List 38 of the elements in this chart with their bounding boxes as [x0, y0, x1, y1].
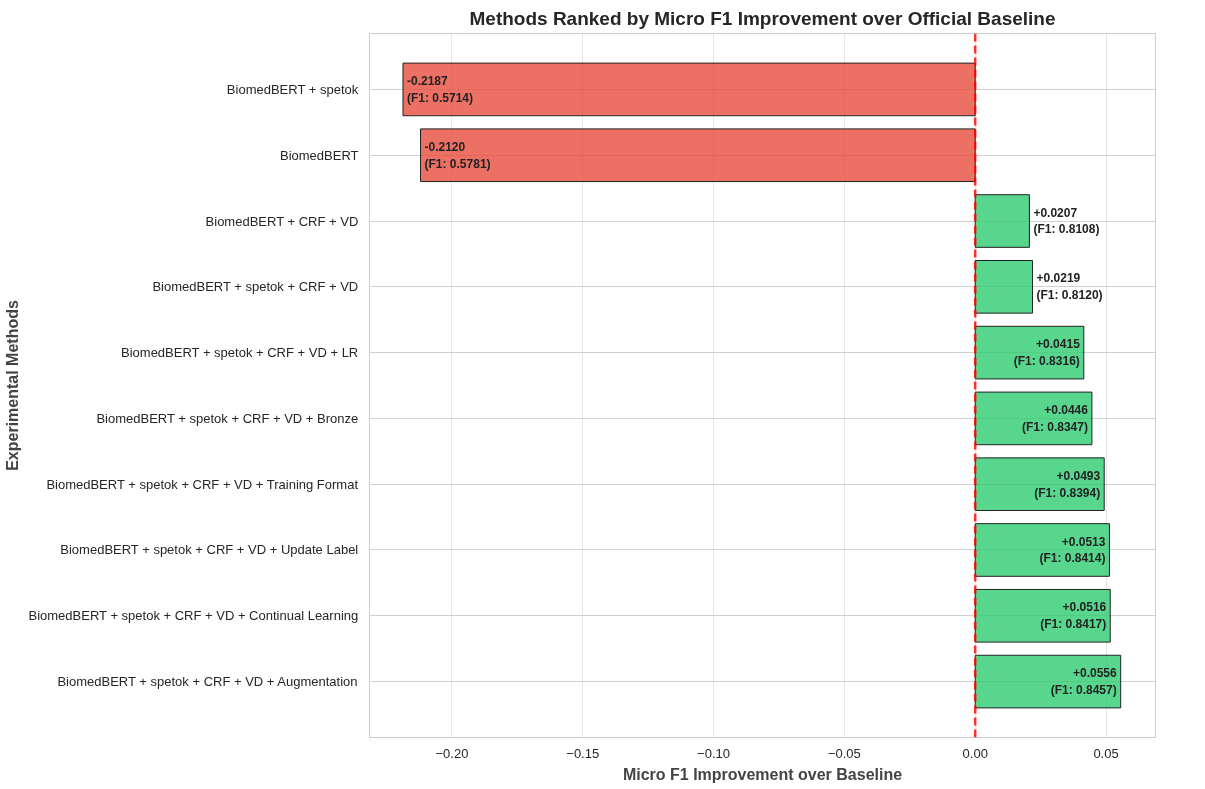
data-label: +0.0207 (F1: 0.8108): [1033, 205, 1100, 237]
bar: [974, 588, 1111, 643]
data-label: +0.0513 (F1: 0.8414): [1039, 534, 1106, 566]
x-tick-label: −0.20: [435, 745, 469, 761]
y-tick-label: BiomedBERT + spetok: [226, 81, 359, 97]
x-tick-label: −0.10: [697, 745, 731, 761]
bar: [974, 194, 1030, 248]
bar: [974, 457, 1105, 512]
y-tick-label: BiomedBERT + spetok + CRF + VD: [152, 279, 359, 295]
y-tick-label: BiomedBERT + spetok + CRF + VD + Update Label: [60, 542, 359, 558]
y-tick-label: BiomedBERT + spetok + CRF + VD + Continual Learning: [28, 608, 359, 624]
x-tick-label: −0.05: [827, 745, 861, 761]
y-tick-label: BiomedBERT + spetok + CRF + VD + Bronze: [96, 410, 359, 426]
bar: [974, 259, 1034, 314]
x-tick-label: 0.00: [962, 745, 988, 761]
bar: [974, 523, 1110, 577]
data-label: +0.0556 (F1: 0.8457): [1050, 666, 1118, 697]
x-tick-label: −0.15: [566, 745, 600, 761]
bar: [974, 654, 1122, 709]
x-axis-title: Micro F1 Improvement over Baseline: [622, 765, 903, 783]
data-label: +0.0415 (F1: 0.8316): [1013, 337, 1081, 368]
data-label: +0.0219 (F1: 0.8120): [1036, 271, 1103, 303]
data-label: +0.0446 (F1: 0.8347): [1021, 403, 1089, 434]
bar: [420, 128, 976, 183]
y-tick-label: BiomedBERT + spetok + CRF + VD + Training Format: [46, 476, 359, 492]
x-tick-label: 0.05: [1093, 745, 1119, 761]
data-label: +0.0493 (F1: 0.8394): [1034, 468, 1101, 500]
y-axis-title: Experimental Methods: [3, 300, 21, 471]
y-tick-label: BiomedBERT + spetok + CRF + VD + Augmentation: [57, 674, 358, 690]
chart-title: Methods Ranked by Micro F1 Improvement over Official Baseline: [469, 7, 1056, 29]
bar: [402, 62, 976, 117]
y-tick-label: BiomedBERT: [279, 147, 359, 163]
bar: [974, 391, 1093, 446]
data-label: +0.0516 (F1: 0.8417): [1040, 600, 1107, 632]
data-label: -0.2187 (F1: 0.5714): [406, 74, 474, 105]
y-tick-label: BiomedBERT + CRF + VD: [205, 213, 359, 229]
data-label: -0.2120 (F1: 0.5781): [424, 139, 491, 171]
y-tick-label: BiomedBERT + spetok + CRF + VD + LR: [121, 345, 359, 361]
